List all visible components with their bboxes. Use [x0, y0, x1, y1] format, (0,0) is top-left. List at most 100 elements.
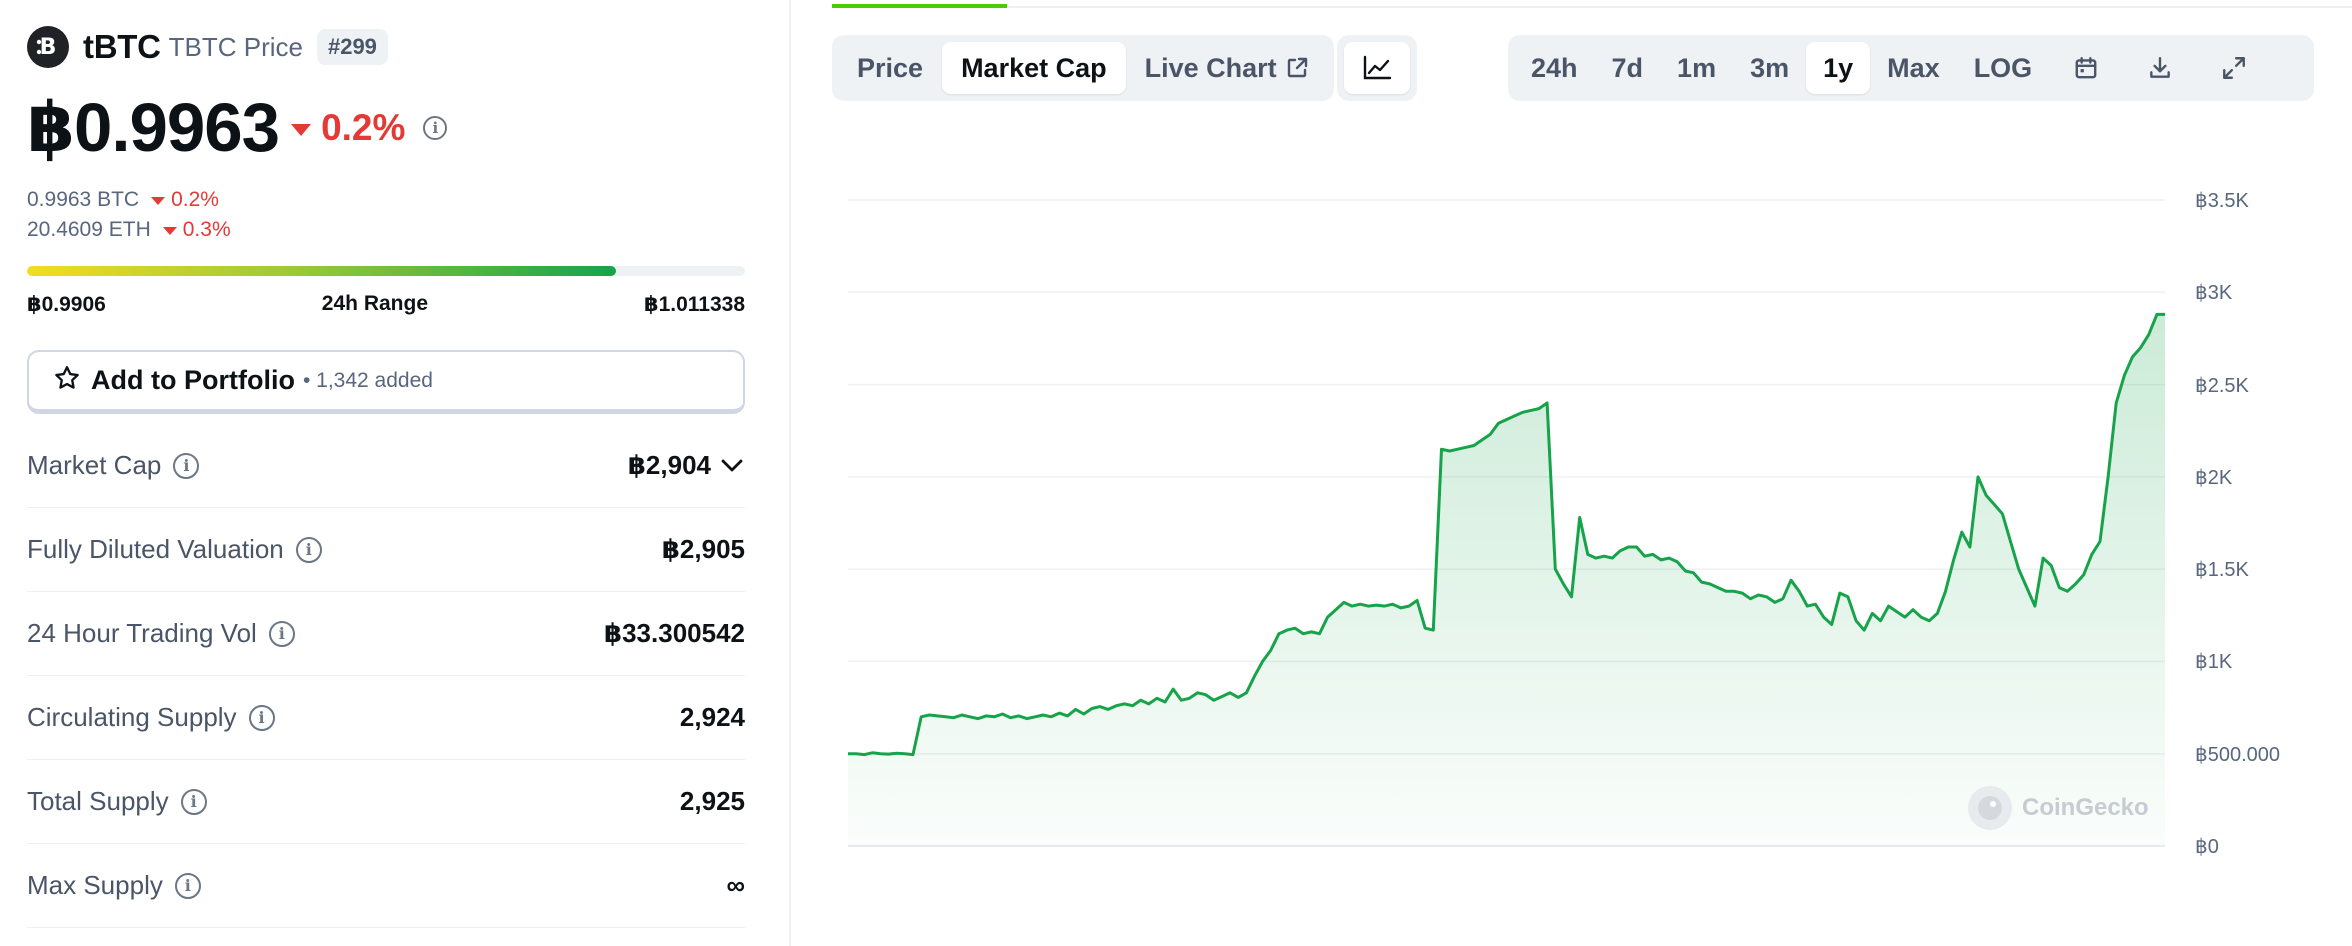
info-icon[interactable]: i: [423, 116, 448, 140]
data-point[interactable]: [1024, 716, 1030, 722]
data-point[interactable]: [1195, 690, 1201, 696]
info-icon[interactable]: i: [173, 452, 200, 479]
data-point[interactable]: [1577, 515, 1583, 521]
data-point[interactable]: [2113, 400, 2119, 406]
data-point[interactable]: [1390, 601, 1396, 607]
data-point[interactable]: [1650, 551, 1656, 557]
data-point[interactable]: [1008, 715, 1014, 721]
data-point[interactable]: [1325, 614, 1331, 620]
data-point[interactable]: [934, 713, 940, 719]
data-point[interactable]: [1130, 703, 1136, 709]
data-point[interactable]: [1219, 694, 1225, 700]
data-point[interactable]: [1317, 631, 1323, 637]
data-point[interactable]: [1764, 594, 1770, 600]
data-point[interactable]: [1040, 712, 1046, 718]
data-point[interactable]: [1097, 704, 1103, 710]
data-point[interactable]: [1544, 400, 1550, 406]
data-point[interactable]: [926, 712, 932, 718]
data-point[interactable]: [894, 750, 900, 756]
data-point[interactable]: [1837, 590, 1843, 596]
data-point[interactable]: [2048, 563, 2054, 569]
data-point[interactable]: [1065, 713, 1071, 719]
data-point[interactable]: [1723, 588, 1729, 594]
data-point[interactable]: [1146, 701, 1152, 707]
data-point[interactable]: [1967, 544, 1973, 550]
data-point[interactable]: [2097, 539, 2103, 545]
data-point[interactable]: [1138, 697, 1144, 703]
data-point[interactable]: [1178, 697, 1184, 703]
data-point[interactable]: [902, 751, 908, 757]
data-point[interactable]: [2130, 354, 2136, 360]
data-point[interactable]: [2064, 588, 2070, 594]
data-point[interactable]: [869, 750, 875, 756]
data-point[interactable]: [1252, 673, 1258, 679]
data-point[interactable]: [1504, 417, 1510, 423]
data-point[interactable]: [1585, 551, 1591, 557]
data-point[interactable]: [1357, 601, 1363, 607]
range-max[interactable]: Max: [1887, 52, 1940, 83]
data-point[interactable]: [1170, 686, 1176, 692]
data-point[interactable]: [1422, 625, 1428, 631]
data-point[interactable]: [2121, 372, 2127, 378]
data-point[interactable]: [1032, 714, 1038, 720]
range-1m[interactable]: 1m: [1677, 52, 1717, 83]
data-point[interactable]: [1536, 406, 1542, 412]
data-point[interactable]: [1520, 409, 1526, 415]
data-point[interactable]: [1780, 596, 1786, 602]
data-point[interactable]: [1691, 570, 1697, 576]
data-point[interactable]: [951, 715, 957, 721]
data-point[interactable]: [1894, 609, 1900, 615]
add-to-portfolio-button[interactable]: Add to Portfolio • 1,342 added: [27, 350, 745, 414]
market-cap-chart[interactable]: [840, 150, 2170, 946]
data-point[interactable]: [975, 716, 981, 722]
data-point[interactable]: [1284, 627, 1290, 633]
data-point[interactable]: [1910, 607, 1916, 613]
data-point[interactable]: [1642, 553, 1648, 559]
data-point[interactable]: [1471, 443, 1477, 449]
data-point[interactable]: [1406, 603, 1412, 609]
data-point[interactable]: [1000, 711, 1006, 717]
data-point[interactable]: [1747, 596, 1753, 602]
data-point[interactable]: [1447, 448, 1453, 454]
data-point[interactable]: [1983, 492, 1989, 498]
data-point[interactable]: [2024, 585, 2030, 591]
data-point[interactable]: [1699, 579, 1705, 585]
data-point[interactable]: [1999, 511, 2005, 517]
data-point[interactable]: [2008, 539, 2014, 545]
data-point[interactable]: [1105, 706, 1111, 712]
download-button[interactable]: [2123, 42, 2197, 94]
info-icon[interactable]: i: [248, 704, 275, 731]
data-point[interactable]: [1788, 577, 1794, 583]
data-point[interactable]: [1715, 585, 1721, 591]
data-point[interactable]: [2081, 572, 2087, 578]
data-point[interactable]: [1333, 607, 1339, 613]
data-point[interactable]: [1373, 602, 1379, 608]
data-point[interactable]: [1853, 618, 1859, 624]
tab-price[interactable]: Price: [857, 52, 924, 83]
data-point[interactable]: [1959, 529, 1965, 535]
data-point[interactable]: [1593, 555, 1599, 561]
data-point[interactable]: [2089, 551, 2095, 557]
range-7d[interactable]: 7d: [1611, 52, 1644, 83]
data-point[interactable]: [918, 714, 924, 720]
data-point[interactable]: [1292, 625, 1298, 631]
data-point[interactable]: [886, 751, 892, 757]
data-point[interactable]: [1625, 544, 1631, 550]
data-point[interactable]: [1414, 598, 1420, 604]
data-point[interactable]: [1203, 692, 1209, 698]
tab-live-chart[interactable]: Live Chart: [1126, 42, 1328, 94]
data-point[interactable]: [1016, 713, 1022, 719]
data-point[interactable]: [1089, 706, 1095, 712]
data-point[interactable]: [1934, 610, 1940, 616]
data-point[interactable]: [1845, 594, 1851, 600]
tab-market-cap[interactable]: Market Cap: [942, 42, 1126, 94]
data-point[interactable]: [1926, 618, 1932, 624]
data-point[interactable]: [943, 714, 949, 720]
data-point[interactable]: [1227, 690, 1233, 696]
data-point[interactable]: [1666, 555, 1672, 561]
data-point[interactable]: [1658, 557, 1664, 563]
data-point[interactable]: [1073, 706, 1079, 712]
stat-value[interactable]: ฿2,904: [628, 450, 745, 481]
data-point[interactable]: [1154, 695, 1160, 701]
data-point[interactable]: [853, 751, 859, 757]
